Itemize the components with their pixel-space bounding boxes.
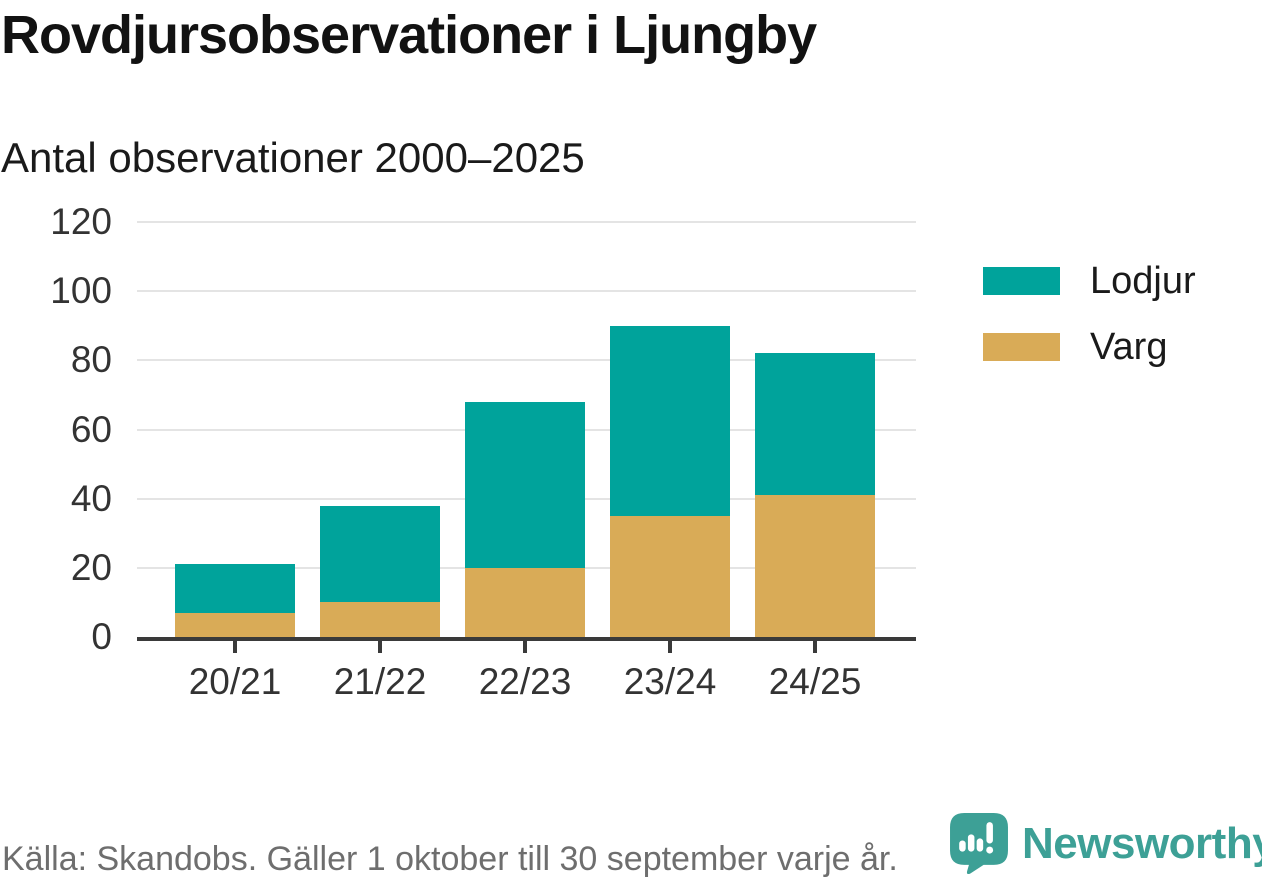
source-note: Källa: Skandobs. Gäller 1 oktober till 3… — [2, 840, 898, 878]
x-tick-label-20/21: 20/21 — [188, 661, 282, 702]
y-tick-label-100: 100 — [50, 270, 112, 312]
bar-21/22-varg — [320, 602, 440, 637]
bar-22/23-lodjur — [465, 401, 585, 568]
x-tick-mark-20/21 — [233, 641, 237, 653]
bar-23/24-lodjur — [610, 325, 730, 516]
y-tick-label-40: 40 — [70, 477, 112, 519]
x-tick-label-22/23: 22/23 — [478, 661, 572, 702]
x-tick-mark-22/23 — [523, 641, 527, 653]
legend-swatch-varg — [983, 333, 1060, 361]
legend-swatch-lodjur — [983, 267, 1060, 295]
x-tick-label-24/25: 24/25 — [768, 661, 862, 702]
y-tick-label-80: 80 — [70, 339, 112, 381]
bar-22/23-varg — [465, 567, 585, 637]
x-tick-mark-23/24 — [668, 641, 672, 653]
legend-item-lodjur: Lodjur — [983, 262, 1196, 300]
brand-wordmark: Newsworthy — [1022, 818, 1262, 868]
gridline-120 — [137, 221, 916, 223]
newsworthy-brand: Newsworthy — [950, 813, 1262, 874]
chart-subtitle: Antal observationer 2000–2025 — [1, 134, 585, 181]
x-tick-label-23/24: 23/24 — [623, 661, 717, 702]
bar-20/21-varg — [175, 612, 295, 637]
chart-title: Rovdjursobservationer i Ljungby — [1, 5, 817, 65]
x-tick-label-21/22: 21/22 — [333, 661, 427, 702]
legend-item-varg: Varg — [983, 328, 1196, 366]
y-tick-label-60: 60 — [70, 408, 112, 450]
legend-label-varg: Varg — [1090, 326, 1168, 368]
bar-20/21-lodjur — [175, 564, 295, 613]
bar-24/25-varg — [755, 495, 875, 637]
y-tick-label-120: 120 — [50, 201, 112, 242]
x-tick-mark-24/25 — [813, 641, 817, 653]
legend-label-lodjur: Lodjur — [1090, 260, 1196, 302]
x-tick-mark-21/22 — [378, 641, 382, 653]
bar-21/22-lodjur — [320, 505, 440, 603]
x-axis-line — [137, 637, 916, 641]
y-tick-label-20: 20 — [70, 546, 112, 588]
gridline-80 — [137, 359, 916, 362]
bar-24/25-lodjur — [755, 353, 875, 496]
y-tick-label-0: 0 — [91, 616, 112, 657]
legend: Lodjur Varg — [983, 262, 1196, 366]
gridline-100 — [137, 290, 916, 293]
bar-23/24-varg — [610, 515, 730, 637]
newsworthy-logo-icon — [950, 813, 1008, 874]
